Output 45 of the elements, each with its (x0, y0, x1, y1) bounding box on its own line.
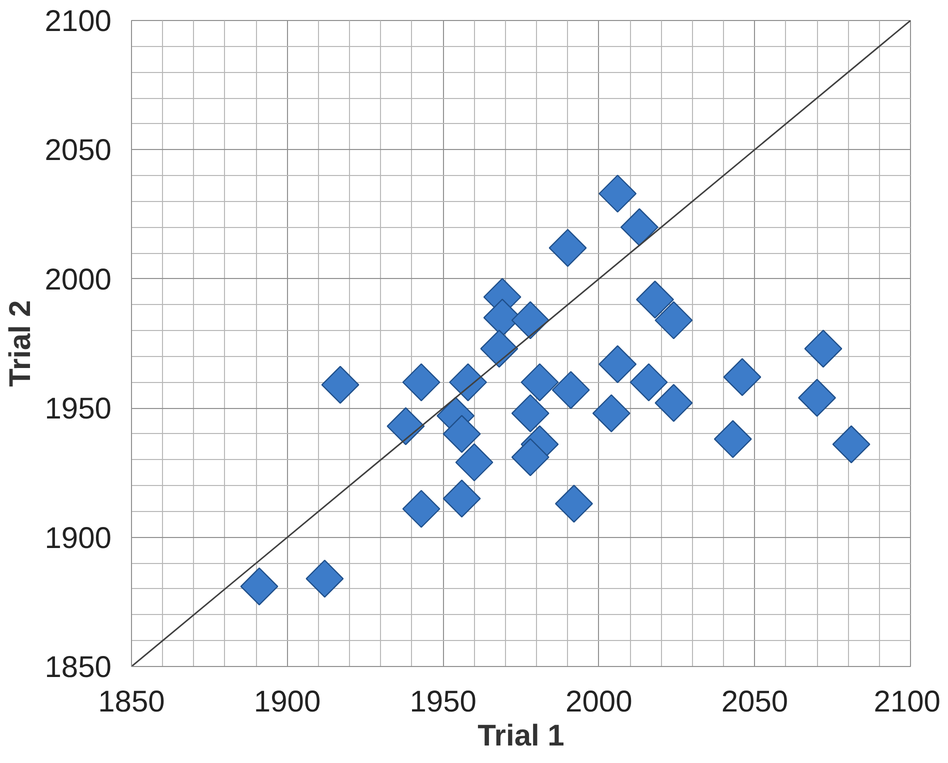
x-tick-label: 1850 (98, 686, 165, 718)
point (511, 394, 550, 432)
point (798, 378, 836, 417)
x-tick-label: 1900 (254, 686, 321, 718)
x-tick-label: 1950 (410, 686, 476, 718)
point (592, 394, 630, 432)
y-axis-title: Trial 2 (4, 300, 37, 387)
point (442, 480, 481, 518)
point (636, 280, 674, 319)
point (455, 443, 494, 482)
point (511, 301, 550, 340)
point (620, 208, 658, 246)
point (402, 363, 440, 402)
point (598, 345, 637, 384)
x-tick-label: 2000 (566, 686, 632, 718)
point (552, 371, 590, 409)
point (511, 438, 550, 476)
point (480, 330, 518, 368)
point (654, 384, 693, 422)
point (442, 414, 481, 453)
point (520, 363, 559, 402)
point (598, 174, 637, 213)
y-tick-label: 1900 (44, 522, 112, 555)
x-tick-label: 2100 (874, 686, 941, 718)
y-tick-label: 1850 (44, 651, 112, 684)
point (630, 363, 668, 402)
point (306, 560, 344, 598)
point (832, 425, 870, 464)
y-tick-label: 2050 (44, 134, 112, 168)
point (548, 228, 587, 267)
x-axis-title: Trial 1 (478, 720, 564, 752)
y-tick-label: 1950 (44, 392, 112, 426)
point (723, 358, 762, 396)
point (386, 407, 425, 446)
point (804, 330, 842, 368)
point (321, 366, 360, 404)
point (449, 363, 488, 402)
point (554, 484, 593, 523)
x-tick-label: 2050 (721, 686, 788, 718)
point (402, 490, 440, 528)
point (654, 301, 693, 340)
y-tick-label: 2100 (44, 5, 112, 38)
point (714, 420, 752, 458)
point (240, 567, 278, 606)
y-tick-label: 2000 (44, 263, 112, 296)
